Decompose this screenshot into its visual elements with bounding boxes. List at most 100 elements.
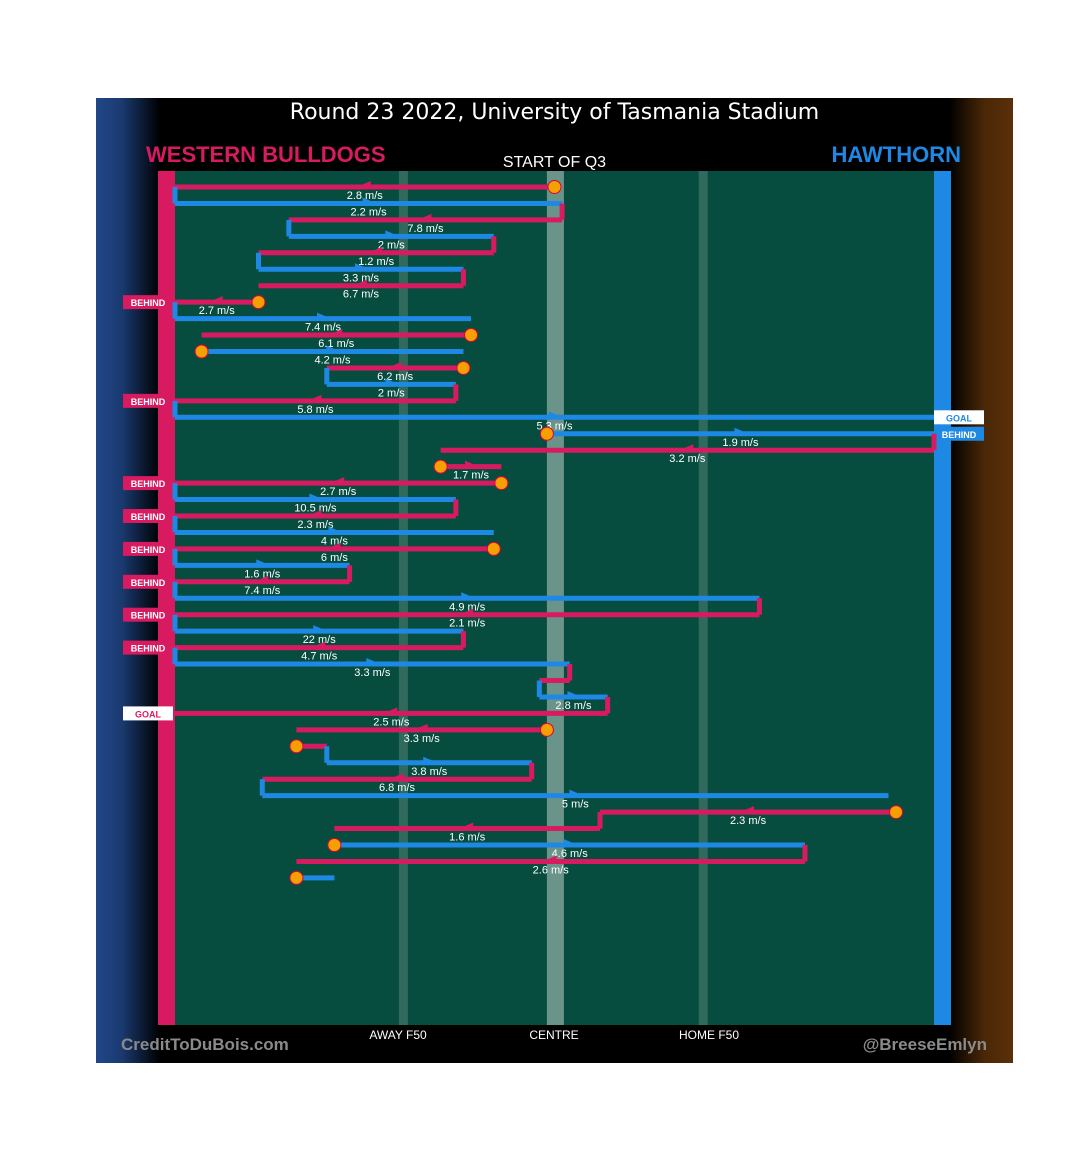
speed-label: 3.3 m/s	[404, 733, 441, 745]
chain-arrow	[465, 460, 480, 469]
chain-arrow	[679, 444, 694, 453]
outcome-badge	[934, 410, 984, 425]
chain-arrow	[542, 855, 557, 864]
chain-arrow	[330, 477, 345, 486]
chain-arrow	[734, 427, 749, 436]
outcome-label: BEHIND	[131, 512, 166, 522]
outcome-label: GOAL	[946, 413, 973, 423]
chain-arrow	[307, 394, 322, 403]
chain-arrow	[368, 246, 383, 255]
stoppage-marker	[433, 459, 448, 474]
speed-label: 1.2 m/s	[358, 256, 395, 268]
speed-label: 2.8 m/s	[347, 190, 384, 202]
speed-label: 2 m/s	[378, 239, 405, 251]
speed-label: 3.8 m/s	[411, 766, 448, 778]
chain-arrow	[328, 329, 343, 338]
outcome-badge	[123, 295, 173, 310]
speed-label: 2.3 m/s	[297, 519, 334, 531]
outcome-badge	[123, 541, 173, 556]
outcome-label: GOAL	[135, 709, 162, 719]
speed-label: 1.6 m/s	[244, 568, 281, 580]
chain-arrow	[417, 213, 432, 222]
chain-arrow	[383, 707, 398, 716]
chain-arrow	[356, 181, 371, 189]
chain-arrow	[352, 279, 367, 288]
chain-arrow	[423, 756, 438, 765]
chain-arrow	[389, 773, 404, 782]
outcome-label: BEHIND	[942, 430, 977, 440]
speed-label: 4.6 m/s	[552, 848, 589, 860]
x-tick-away-f50: AWAY F50	[369, 1028, 427, 1042]
chains-group: 2.8 m/s2.2 m/s7.8 m/s2 m/s1.2 m/s3.3 m/s…	[123, 180, 984, 885]
outcome-badge	[123, 509, 173, 523]
outcome-label: BEHIND	[131, 611, 166, 621]
speed-label: 7.4 m/s	[244, 585, 281, 597]
x-tick-centre: CENTRE	[529, 1028, 579, 1042]
stoppage-marker	[456, 360, 471, 375]
chain-arrow	[548, 411, 563, 420]
speed-label: 1.7 m/s	[453, 470, 490, 482]
stoppage-marker	[289, 870, 304, 885]
speed-label: 4.9 m/s	[449, 601, 486, 613]
outcome-badge	[123, 706, 173, 721]
chart-title: Round 23 2022, University of Tasmania St…	[289, 100, 820, 125]
stoppage-marker	[539, 722, 554, 737]
outcome-label: BEHIND	[131, 397, 166, 407]
chain-arrow	[326, 542, 341, 551]
chain-arrow	[313, 625, 328, 634]
speed-label: 3.3 m/s	[354, 667, 391, 679]
speed-label: 3.3 m/s	[343, 272, 380, 284]
quarter-label: START OF Q3	[502, 154, 607, 171]
chain-arrow	[413, 723, 428, 732]
speed-label: 6.1 m/s	[318, 338, 355, 350]
credit-left: CreditToDuBois.com	[121, 1035, 289, 1054]
chain-arrow	[567, 690, 582, 699]
speed-label: 1.9 m/s	[722, 437, 759, 449]
chain-arrow	[385, 230, 400, 239]
speed-label: 4 m/s	[321, 535, 348, 547]
team-right-label: HAWTHORN	[831, 142, 961, 167]
speed-label: 2.7 m/s	[320, 486, 357, 498]
outcome-badge	[123, 640, 173, 655]
speed-label: 6 m/s	[321, 552, 348, 564]
stoppage-marker	[494, 476, 509, 491]
speed-label: 2.3 m/s	[730, 815, 767, 827]
chain-arrow	[461, 592, 476, 601]
credit-right: @BreeseEmlyn	[862, 1035, 987, 1054]
speed-label: 6.8 m/s	[379, 782, 416, 794]
chain-arrow	[354, 263, 369, 272]
speed-label: 6.2 m/s	[377, 371, 414, 383]
speed-label: 3.2 m/s	[669, 453, 706, 465]
outcome-label: BEHIND	[131, 545, 166, 555]
speed-label: 22 m/s	[303, 634, 337, 646]
chain-arrow	[362, 197, 377, 206]
stoppage-marker	[486, 541, 501, 556]
outcome-label: BEHIND	[131, 644, 166, 654]
speed-label: 7.8 m/s	[407, 223, 444, 235]
speed-label: 4.2 m/s	[314, 355, 351, 367]
team-left-label: WESTERN BULLDOGS	[146, 142, 386, 167]
chain-arrow	[326, 345, 341, 354]
chain-arrow	[366, 658, 381, 667]
right-gradient	[949, 98, 1013, 1063]
chain-arrow	[459, 608, 474, 617]
chain-arrow	[254, 575, 269, 584]
chain-arrow	[740, 806, 755, 815]
chain-arrow	[208, 296, 223, 305]
chain-arrow	[328, 526, 343, 535]
outcome-label: BEHIND	[131, 479, 166, 489]
stoppage-marker	[539, 426, 554, 441]
outcome-badge	[123, 476, 173, 491]
chain-arrow	[385, 378, 400, 387]
speed-label: 6.7 m/s	[343, 289, 380, 301]
speed-label: 10.5 m/s	[294, 503, 337, 515]
chain-arrow	[317, 312, 332, 321]
speed-label: 1.6 m/s	[449, 832, 486, 844]
speed-label: 2.6 m/s	[533, 864, 570, 876]
outcome-label: BEHIND	[131, 298, 166, 308]
chain-chart: 2.8 m/s2.2 m/s7.8 m/s2 m/s1.2 m/s3.3 m/s…	[123, 171, 984, 1025]
speed-label: 2.1 m/s	[449, 618, 486, 630]
chain-arrow	[387, 361, 402, 370]
chain-arrow	[309, 493, 324, 502]
speed-label: 4.7 m/s	[301, 651, 338, 663]
